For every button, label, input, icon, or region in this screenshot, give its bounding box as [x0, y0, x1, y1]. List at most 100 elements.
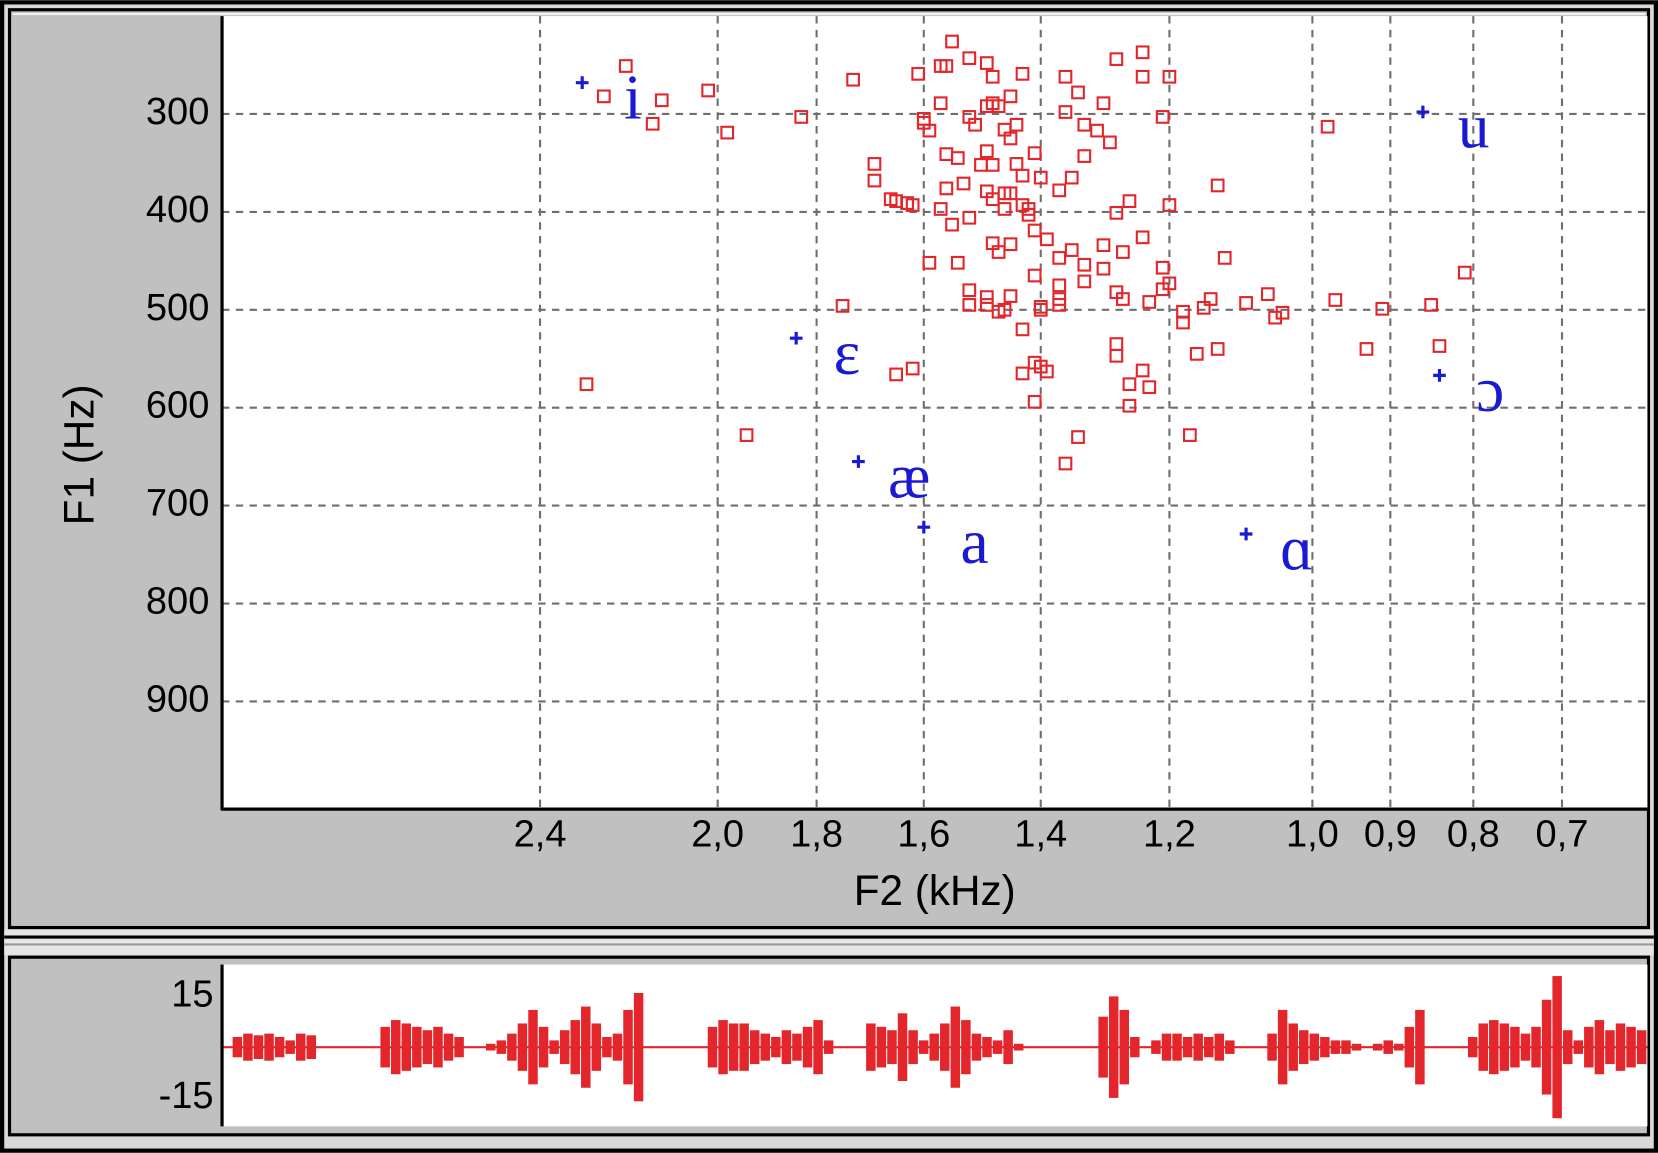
x-tick-label: 0,7 [1536, 814, 1589, 856]
data-point [922, 255, 937, 270]
y-tick-label: 500 [146, 287, 209, 329]
data-point [1027, 394, 1042, 409]
wave-segment [739, 1023, 749, 1071]
wave-segment [1193, 1033, 1203, 1061]
wave-segment [1383, 1040, 1393, 1054]
data-point [596, 89, 611, 104]
data-point [962, 210, 977, 225]
data-point [1359, 342, 1374, 356]
plot-area [222, 16, 1648, 810]
wave-segment [507, 1033, 517, 1061]
vowel-label: a [960, 506, 988, 577]
data-point [1003, 186, 1018, 201]
wave-segment [517, 1023, 528, 1071]
data-point [1155, 110, 1170, 124]
wave-segment [422, 1030, 433, 1065]
x-tick-label: 1,4 [1014, 814, 1067, 856]
vowel-label: æ [888, 440, 930, 511]
wave-segment [1531, 1026, 1541, 1068]
wave-segment [538, 1026, 549, 1068]
y-tick-label: -15 [159, 1075, 214, 1117]
data-point [1109, 205, 1124, 220]
wave-segment [486, 1043, 496, 1051]
data-point [1432, 339, 1447, 353]
wave-segment [1203, 1036, 1214, 1058]
data-point [1116, 292, 1130, 306]
wave-segment [1119, 1009, 1130, 1085]
wave-segment [570, 1020, 580, 1075]
data-point [1040, 232, 1054, 247]
y-tick-label: 600 [146, 385, 209, 427]
data-point [956, 176, 971, 191]
data-point [1003, 131, 1018, 146]
data-point [1375, 301, 1390, 316]
data-point [905, 361, 920, 376]
wave-segment [802, 1026, 813, 1068]
vowel-label: ɑ [1280, 513, 1313, 584]
data-point [991, 245, 1006, 259]
wave-segment [908, 1030, 918, 1065]
x-tick-label: 1,6 [897, 814, 950, 856]
wave-segment [1330, 1040, 1341, 1054]
data-point [997, 202, 1012, 216]
x-tick-label: 0,8 [1447, 814, 1500, 856]
wave-segment [971, 1033, 982, 1061]
data-point [794, 110, 809, 124]
wave-segment [813, 1020, 823, 1075]
data-point [1071, 85, 1085, 100]
reference-point [1433, 369, 1446, 382]
wave-segment [274, 1036, 285, 1058]
wave-segment [1394, 1043, 1404, 1051]
wave-segment [295, 1033, 306, 1061]
wave-segment [760, 1033, 771, 1061]
wave-segment [1182, 1036, 1193, 1058]
wave-segment [1584, 1026, 1594, 1068]
data-point [1003, 289, 1018, 303]
wave-segment [243, 1033, 253, 1061]
data-point [835, 299, 850, 313]
wave-segment [749, 1030, 760, 1065]
wave-segment [1288, 1023, 1298, 1071]
data-point [1096, 238, 1111, 253]
data-point [985, 69, 1000, 84]
wave-segment [792, 1033, 802, 1061]
data-point [1109, 52, 1124, 67]
data-point [1052, 278, 1067, 293]
data-point [1058, 105, 1073, 119]
data-point [1096, 261, 1111, 276]
wave-segment [1161, 1033, 1172, 1061]
data-point [1040, 364, 1054, 379]
wave-segment [602, 1036, 612, 1058]
wave-segment [232, 1036, 243, 1058]
x-tick-label: 0,9 [1364, 814, 1417, 856]
data-point [654, 93, 669, 108]
data-point [1268, 310, 1283, 325]
data-point [1260, 287, 1275, 302]
data-point [1135, 230, 1150, 245]
wave-segment [1277, 1009, 1288, 1085]
y-tick-label: 15 [171, 973, 213, 1015]
wave-segment [1636, 1030, 1647, 1065]
wave-segment [1404, 1026, 1415, 1068]
data-point [945, 217, 959, 232]
vowel-label: u [1458, 91, 1490, 162]
data-point [1196, 300, 1211, 315]
data-point [1052, 251, 1067, 265]
data-point [979, 290, 994, 304]
data-point [1155, 282, 1170, 297]
data-point [1457, 265, 1472, 280]
data-point [645, 116, 660, 131]
wave-segment [961, 1020, 971, 1075]
data-point [1052, 183, 1067, 198]
data-point [867, 173, 882, 188]
data-point [950, 151, 965, 165]
marks: 300 400 500 600 700 800 900 2,4 2,0 1,8 1,6 1,4 1,2 1… [146, 16, 1648, 1119]
data-point [911, 66, 926, 81]
data-point [701, 83, 716, 98]
data-point [720, 125, 735, 140]
data-point [1064, 170, 1079, 185]
data-point [1015, 366, 1030, 381]
vowel-label: i [624, 61, 642, 132]
